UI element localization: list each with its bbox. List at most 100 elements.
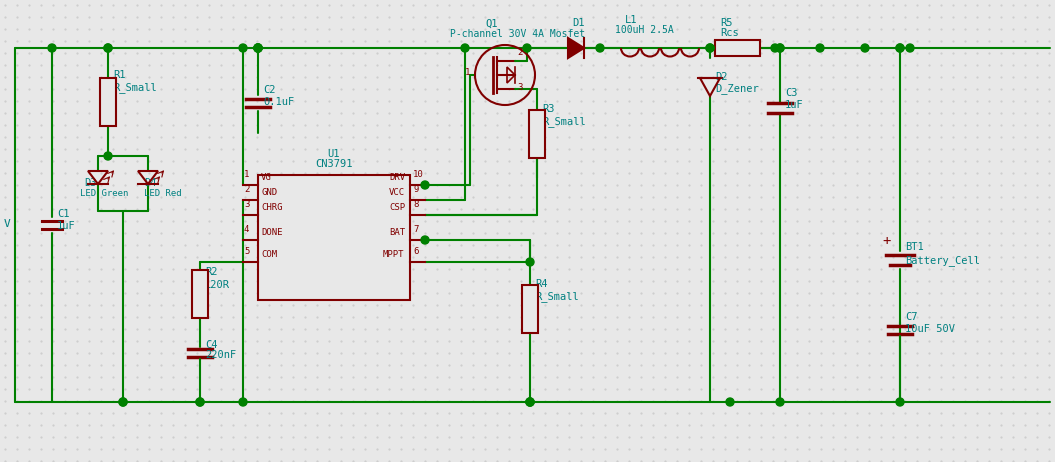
Circle shape [706, 44, 714, 52]
Text: P-channel 30V 4A Mosfet: P-channel 30V 4A Mosfet [450, 29, 586, 39]
Text: DRV: DRV [389, 173, 405, 182]
Text: COM: COM [261, 250, 277, 259]
Circle shape [104, 44, 112, 52]
Text: LED Green: LED Green [80, 189, 129, 198]
Text: D_Zener: D_Zener [715, 83, 759, 94]
Circle shape [526, 398, 534, 406]
Bar [715, 40, 760, 56]
Circle shape [776, 44, 784, 52]
Circle shape [906, 44, 914, 52]
Circle shape [104, 44, 112, 52]
Text: 1uF: 1uF [57, 221, 76, 231]
Text: 1: 1 [244, 170, 249, 179]
Circle shape [421, 236, 429, 244]
Text: BAT: BAT [389, 228, 405, 237]
Text: Battery_Cell: Battery_Cell [905, 255, 980, 266]
Circle shape [523, 44, 531, 52]
Text: 10uF 50V: 10uF 50V [905, 324, 955, 334]
Circle shape [461, 44, 469, 52]
Text: R2: R2 [205, 267, 217, 277]
Circle shape [254, 44, 262, 52]
Text: 0.1uF: 0.1uF [263, 97, 294, 107]
Text: C2: C2 [263, 85, 275, 95]
Text: +: + [882, 234, 890, 248]
Text: R_Small: R_Small [535, 291, 579, 302]
Text: Q1: Q1 [485, 19, 498, 29]
Text: DONE: DONE [261, 228, 283, 237]
Circle shape [726, 398, 734, 406]
Text: 6: 6 [413, 247, 419, 256]
Text: R4: R4 [535, 279, 548, 289]
Circle shape [706, 44, 714, 52]
Text: VCC: VCC [389, 188, 405, 197]
Text: R_Small: R_Small [113, 82, 157, 93]
Circle shape [239, 44, 247, 52]
Circle shape [526, 398, 534, 406]
Text: 2: 2 [244, 185, 249, 194]
Text: 1: 1 [465, 68, 471, 77]
Circle shape [776, 398, 784, 406]
Bar [529, 110, 545, 158]
Circle shape [254, 44, 262, 52]
Text: D1: D1 [572, 18, 584, 28]
Text: 1uF: 1uF [785, 100, 804, 110]
Text: 3: 3 [517, 83, 522, 92]
Text: 220nF: 220nF [205, 350, 236, 360]
Text: 5: 5 [244, 247, 249, 256]
Text: 120R: 120R [205, 280, 230, 290]
Circle shape [254, 44, 262, 52]
Polygon shape [568, 38, 584, 58]
Text: MPPT: MPPT [383, 250, 404, 259]
Text: D3: D3 [84, 178, 96, 188]
Circle shape [421, 181, 429, 189]
Text: CSP: CSP [389, 203, 405, 212]
Text: 10: 10 [413, 170, 424, 179]
Circle shape [896, 44, 904, 52]
Text: 7: 7 [413, 225, 419, 234]
Text: C7: C7 [905, 312, 918, 322]
Circle shape [196, 398, 204, 406]
Text: 3: 3 [244, 200, 249, 209]
Text: CHRG: CHRG [261, 203, 283, 212]
Circle shape [816, 44, 824, 52]
Circle shape [896, 398, 904, 406]
Text: 100uH 2.5A: 100uH 2.5A [615, 25, 674, 35]
Circle shape [239, 398, 247, 406]
Circle shape [526, 398, 534, 406]
Circle shape [254, 44, 262, 52]
Text: GND: GND [261, 188, 277, 197]
Text: 2: 2 [517, 48, 522, 57]
Circle shape [896, 44, 904, 52]
Text: R_Small: R_Small [542, 116, 586, 127]
Bar [192, 270, 208, 318]
Circle shape [196, 398, 204, 406]
Circle shape [104, 152, 112, 160]
Text: Rcs: Rcs [720, 28, 738, 38]
Text: 8: 8 [413, 200, 419, 209]
Text: L1: L1 [625, 15, 637, 25]
Text: C1: C1 [57, 209, 70, 219]
Text: D2: D2 [715, 72, 728, 82]
Circle shape [771, 44, 779, 52]
Text: D4: D4 [143, 178, 156, 188]
Text: C4: C4 [205, 340, 217, 350]
Circle shape [47, 44, 56, 52]
Circle shape [861, 44, 869, 52]
Circle shape [596, 44, 605, 52]
Text: CN3791: CN3791 [315, 159, 352, 169]
Bar [522, 285, 538, 333]
Bar [258, 175, 410, 300]
Text: R3: R3 [542, 104, 555, 114]
Text: VG: VG [261, 173, 272, 182]
Text: U1: U1 [328, 149, 341, 159]
Text: 9: 9 [413, 185, 419, 194]
Text: LED Red: LED Red [143, 189, 181, 198]
Circle shape [119, 398, 127, 406]
Circle shape [119, 398, 127, 406]
Circle shape [776, 44, 784, 52]
Circle shape [526, 258, 534, 266]
Text: R5: R5 [720, 18, 732, 28]
Text: C3: C3 [785, 88, 798, 98]
Text: V: V [4, 219, 11, 229]
Bar [100, 78, 116, 126]
